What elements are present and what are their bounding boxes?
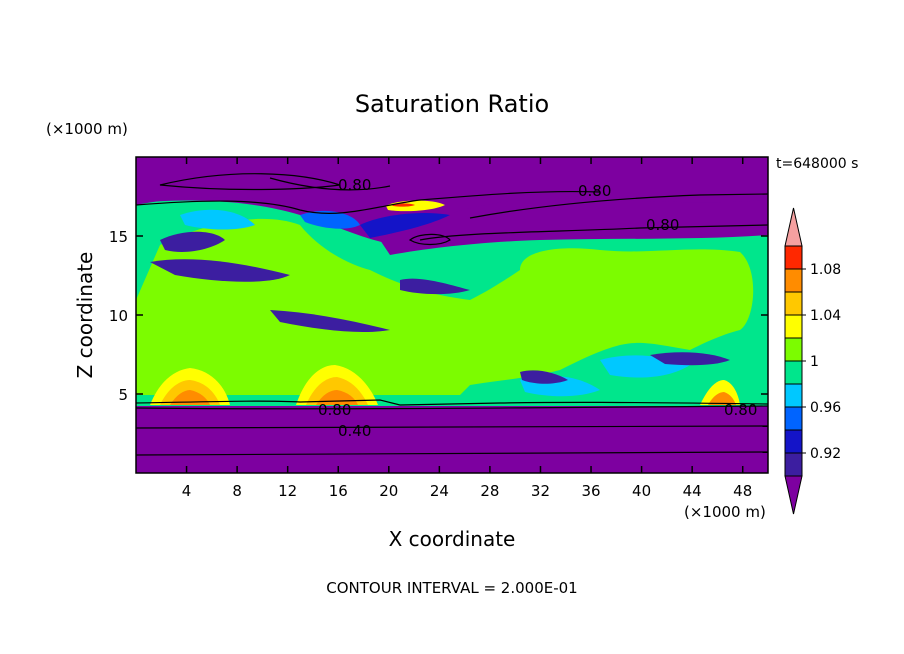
- x-tick-label: 20: [379, 482, 398, 500]
- colorbar-segment: [784, 337, 803, 362]
- colorbar-segment: [784, 406, 803, 431]
- x-tick-label: 28: [480, 482, 499, 500]
- x-tick-label: 44: [683, 482, 702, 500]
- y-axis: 5 10 15: [109, 228, 768, 404]
- x-tick-label: 16: [329, 482, 348, 500]
- colorbar-segment: [784, 314, 803, 339]
- colorbar-segment: [784, 383, 803, 408]
- x-tick-label: 24: [430, 482, 449, 500]
- y-axis-label: Z coordinate: [73, 252, 97, 379]
- colorbar-label: 1: [810, 354, 819, 370]
- y-tick-label: 10: [109, 307, 128, 325]
- y-tick-label: 15: [109, 228, 128, 246]
- colorbar: 1.08 1.04 1 0.96 0.92: [784, 207, 841, 515]
- x-axis: 4 8 12 16 20 24 28 32 36 40 44 48: [182, 157, 752, 500]
- x-tick-label: 8: [232, 482, 242, 500]
- y-tick-label: 5: [118, 386, 128, 404]
- time-label: t=648000 s: [776, 156, 858, 172]
- chart-title: Saturation Ratio: [355, 90, 549, 118]
- contour-interval-footer: CONTOUR INTERVAL = 2.000E-01: [326, 579, 577, 597]
- colorbar-segment: [784, 291, 803, 316]
- colorbar-label: 1.08: [810, 262, 841, 278]
- x-tick-label: 4: [182, 482, 192, 500]
- colorbar-label: 0.96: [810, 400, 841, 416]
- contour-label: 0.40: [338, 422, 371, 440]
- contour-label: 0.80: [646, 216, 679, 234]
- contour-label: 0.80: [724, 401, 757, 419]
- contour-label: 0.80: [338, 176, 371, 194]
- colorbar-label: 1.04: [810, 308, 841, 324]
- colorbar-triangle: [784, 207, 803, 247]
- x-tick-label: 32: [531, 482, 550, 500]
- x-unit-label: (×1000 m): [684, 503, 766, 521]
- y-unit-label: (×1000 m): [46, 120, 128, 138]
- contour-label: 0.80: [318, 401, 351, 419]
- heatmap-field: [136, 157, 768, 473]
- x-tick-label: 40: [632, 482, 651, 500]
- colorbar-segment: [784, 268, 803, 293]
- colorbar-segment: [784, 452, 803, 477]
- x-tick-label: 48: [733, 482, 752, 500]
- contour-lines: [136, 173, 768, 456]
- colorbar-segment: [784, 429, 803, 454]
- colorbar-triangle: [784, 475, 803, 515]
- colorbar-segment: [784, 360, 803, 385]
- contour-label: 0.80: [578, 182, 611, 200]
- x-tick-label: 36: [581, 482, 600, 500]
- colorbar-label: 0.92: [810, 446, 841, 462]
- x-axis-label: X coordinate: [389, 527, 516, 551]
- colorbar-segment: [784, 245, 803, 270]
- x-tick-label: 12: [278, 482, 297, 500]
- contour-label-group: 0.80 0.80 0.80 0.80 0.80 0.40: [318, 176, 757, 440]
